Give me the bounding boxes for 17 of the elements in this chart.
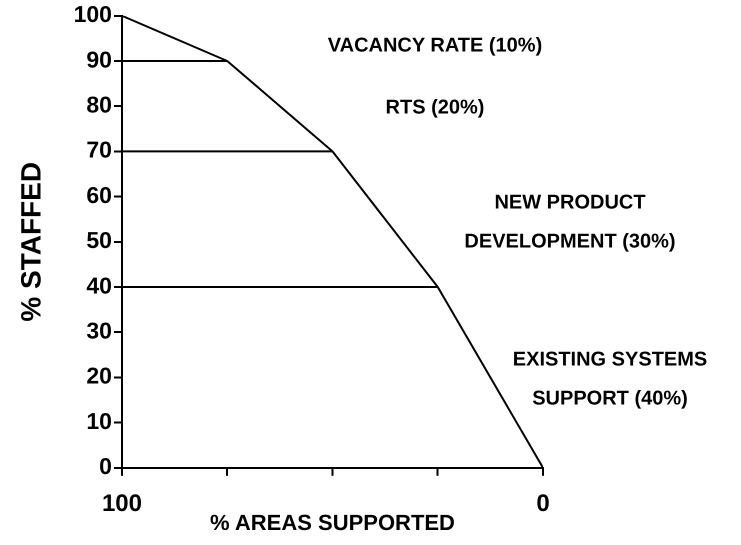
y-tick-label: 100: [74, 1, 112, 28]
y-tick-label: 80: [86, 92, 112, 118]
y-axis-title: % STAFFED: [16, 162, 47, 322]
y-tick-label: 10: [86, 408, 112, 434]
y-tick-label: 40: [86, 272, 112, 298]
annotation: EXISTING SYSTEMS SUPPORT (40%): [512, 348, 708, 410]
y-tick-label: 20: [86, 362, 112, 389]
annotation: NEW PRODUCT DEVELOPMENT (30%): [464, 192, 676, 253]
y-tick-label: 70: [86, 136, 112, 163]
y-tick-label: 50: [86, 227, 112, 254]
y-tick-label: 30: [86, 318, 112, 344]
y-tick-label: 0: [99, 453, 112, 480]
annotation: RTS (20%): [386, 96, 484, 119]
x-axis-title: % AREAS SUPPORTED: [210, 510, 455, 535]
y-tick-label: 60: [86, 182, 112, 208]
y-tick-label: 90: [86, 46, 112, 72]
annotation: VACANCY RATE (10%): [328, 34, 542, 57]
